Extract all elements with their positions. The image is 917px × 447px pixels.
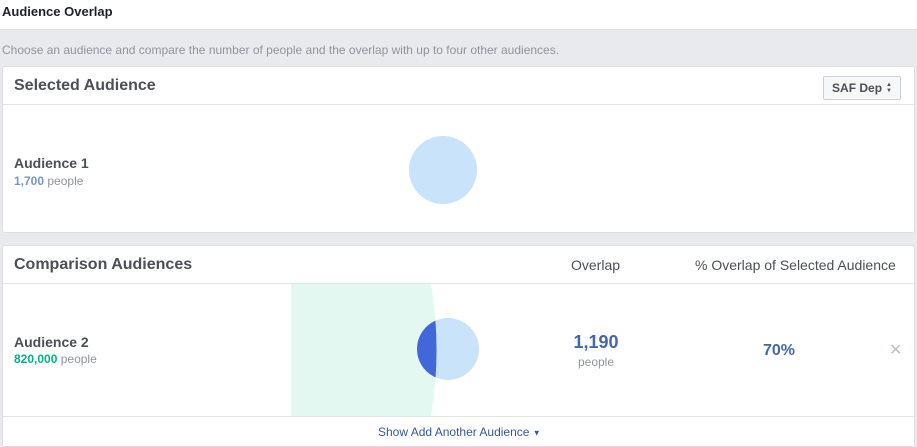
selected-audience-panel: Selected Audience SAF Dep ▲ ▼ Audience 1 … — [2, 66, 915, 233]
overlap-percentage: 70% — [763, 342, 796, 359]
selected-audience-size: 1,700 people — [14, 174, 83, 188]
overlap-unit: people — [577, 355, 615, 369]
overlap-venn-diagram — [291, 284, 479, 416]
audience-select-dropdown[interactable]: SAF Dep ▲ ▼ — [823, 76, 901, 100]
show-add-audience-label: Show Add Another Audience — [378, 425, 530, 439]
comparison-audiences-title: Comparison Audiences — [14, 256, 193, 273]
show-add-audience-link[interactable]: Show Add Another Audience ▼ — [378, 425, 541, 439]
selected-audience-count: 1,700 — [14, 174, 45, 188]
comparison-row-visual — [3, 284, 914, 416]
comparison-audience-large-circle — [291, 284, 437, 416]
updown-arrows-icon: ▲ ▼ — [886, 82, 892, 94]
comparison-audience-count: 820,000 — [14, 352, 58, 366]
selected-audience-title: Selected Audience — [14, 77, 156, 94]
top-bar: Audience Overlap — [0, 0, 917, 30]
selected-audience-circle — [409, 136, 477, 204]
selected-audience-unit: people — [47, 174, 84, 188]
comparison-audiences-panel: Comparison Audiences Overlap % Overlap o… — [2, 245, 915, 447]
audience-select-value: SAF Dep — [832, 81, 883, 95]
caret-down-icon: ▼ — [532, 428, 541, 438]
comparison-audiences-header: Comparison Audiences Overlap % Overlap o… — [3, 246, 914, 284]
comparison-footer: Show Add Another Audience ▼ — [3, 416, 914, 446]
overlap-value: 1,190 — [573, 332, 619, 352]
selected-audience-header: Selected Audience SAF Dep ▲ ▼ — [3, 67, 914, 105]
selected-audience-name: Audience 1 — [14, 155, 89, 171]
page-description: Choose an audience and compare the numbe… — [2, 43, 560, 57]
comparison-audience-size: 820,000 people — [14, 352, 97, 366]
page-title: Audience Overlap — [2, 4, 113, 19]
overlap-column-header: Overlap — [571, 257, 621, 273]
comparison-audience-unit: people — [60, 352, 97, 366]
pct-overlap-column-header: % Overlap of Selected Audience — [695, 257, 896, 273]
comparison-audience-name: Audience 2 — [14, 334, 89, 350]
close-icon[interactable]: ✕ — [889, 342, 903, 359]
